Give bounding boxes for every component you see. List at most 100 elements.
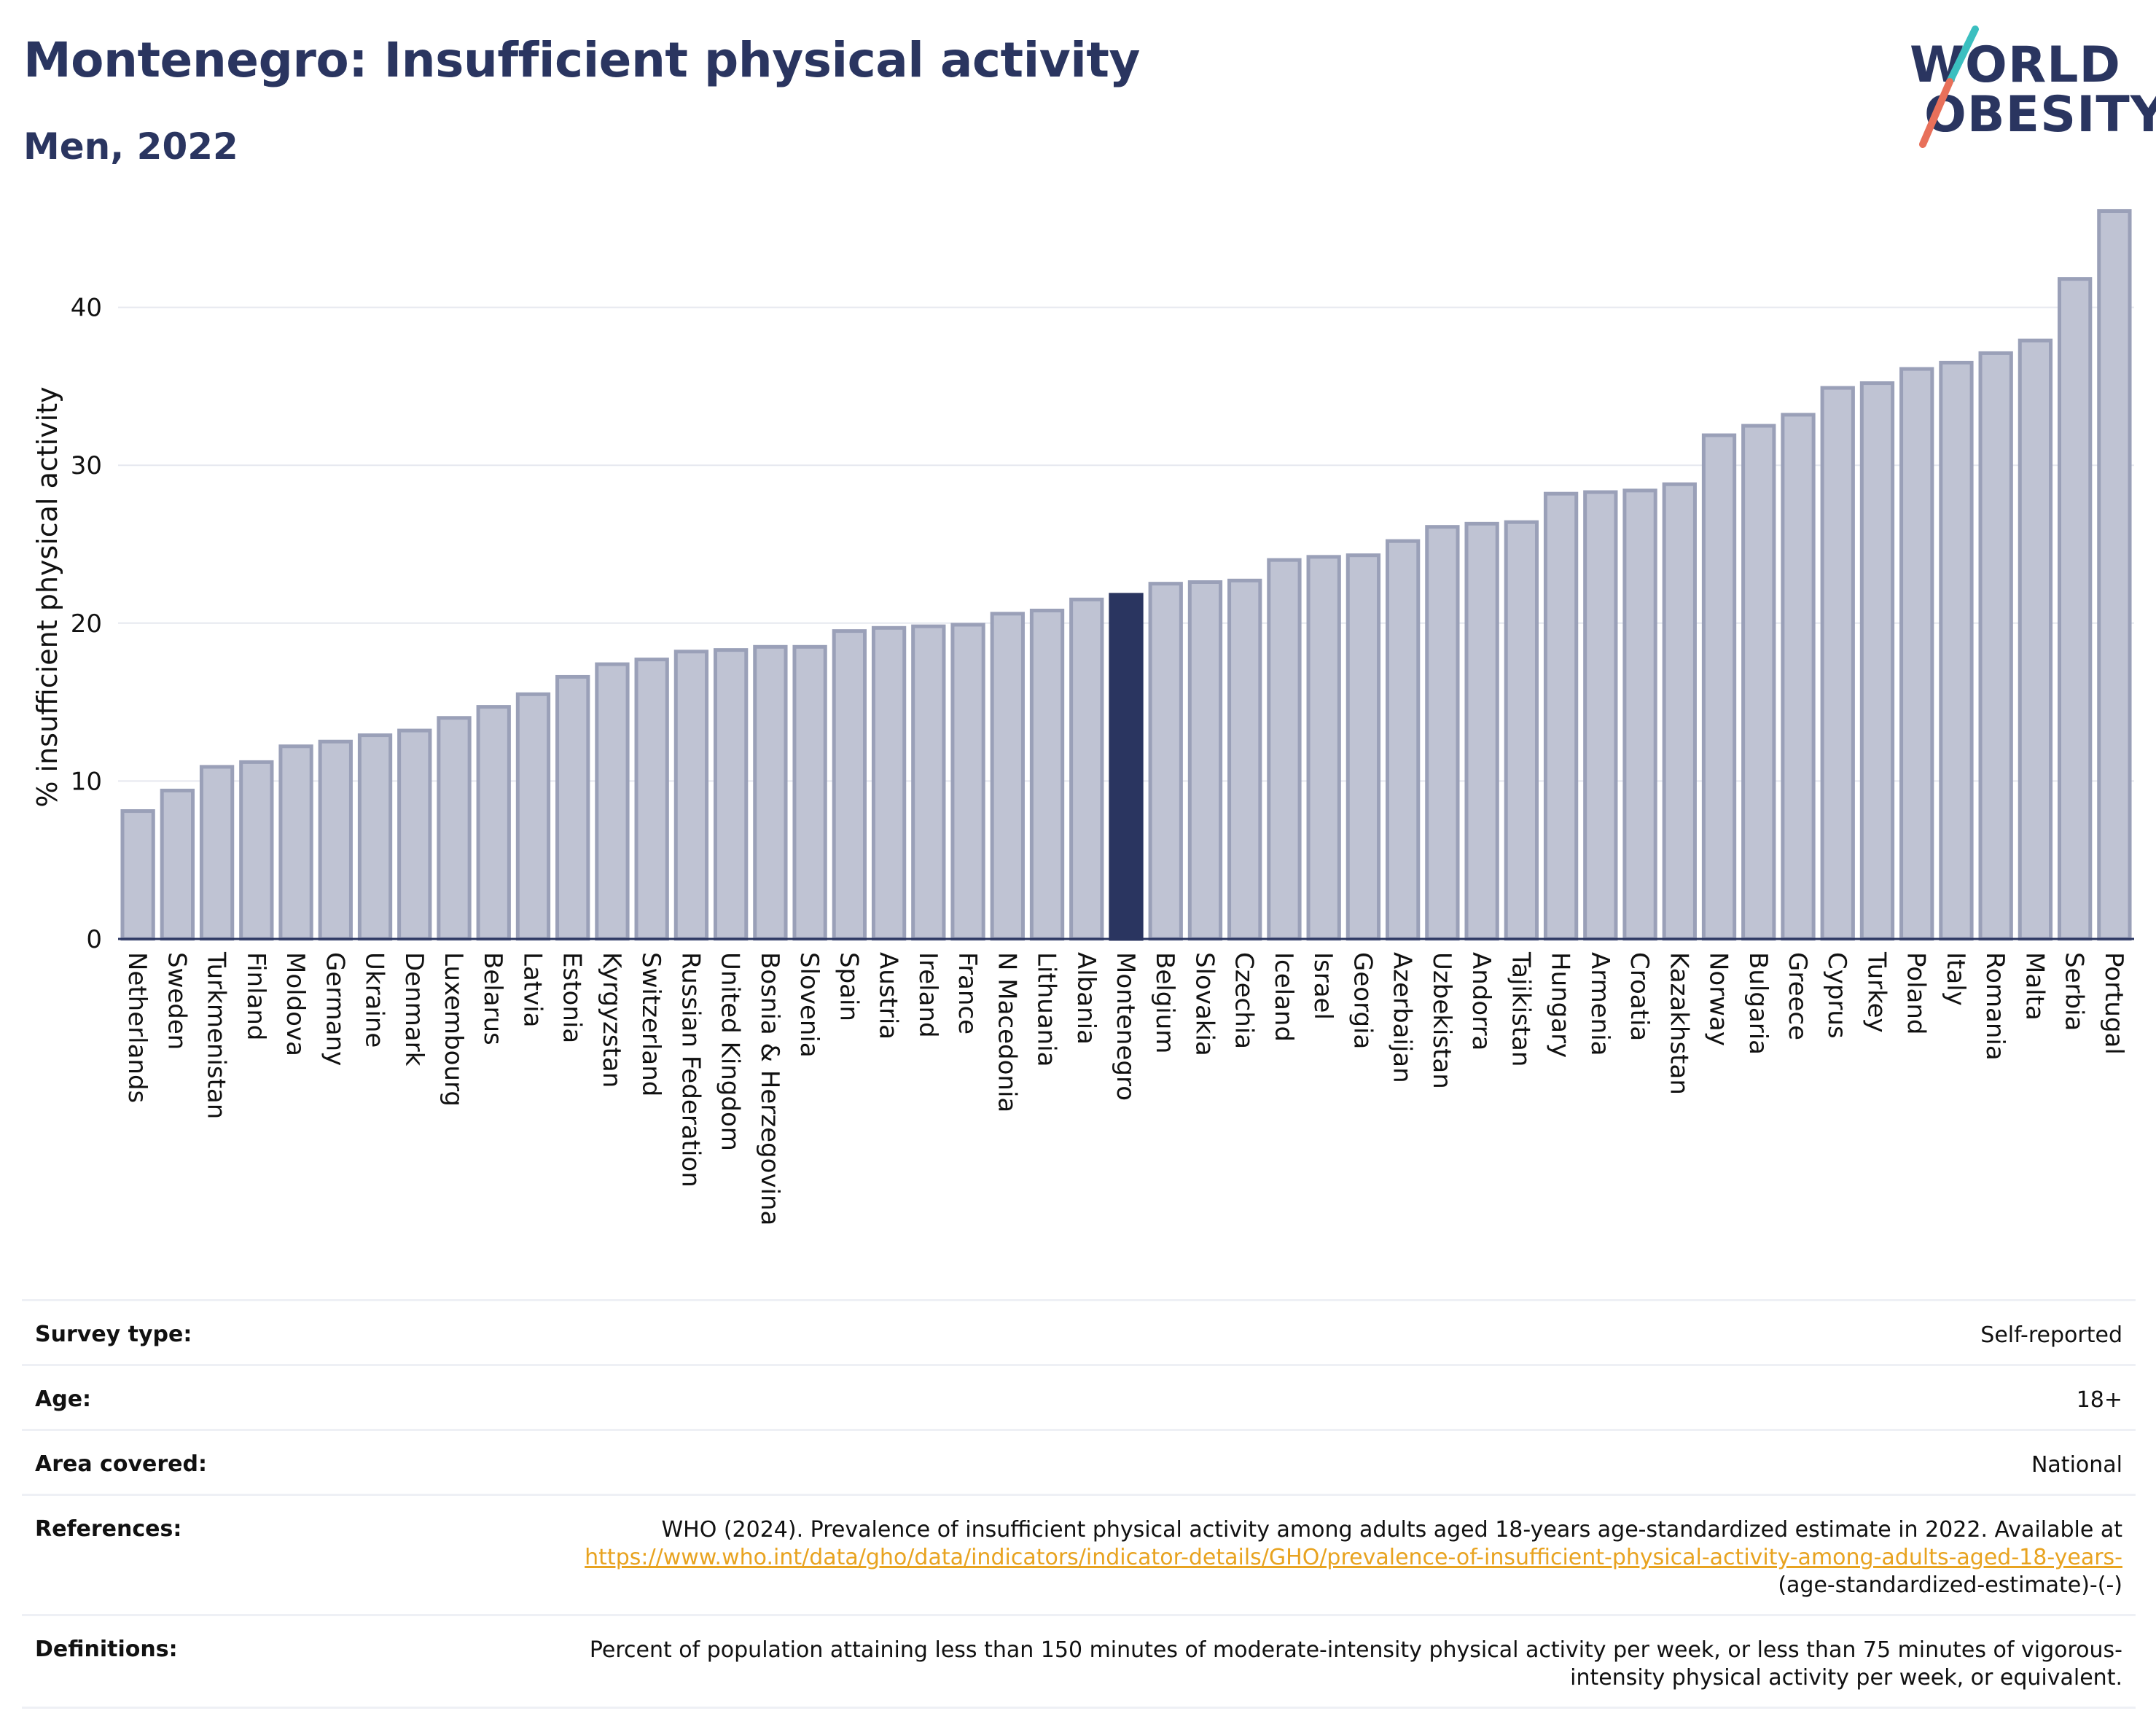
bar-croatia	[1622, 488, 1657, 941]
y-tick-label: 0	[86, 925, 102, 954]
x-tick-label: Italy	[1941, 952, 1970, 1006]
y-tick-label: 40	[71, 294, 102, 323]
x-tick-label: Russian Federation	[676, 952, 705, 1188]
bar-poland	[1899, 367, 1934, 941]
x-tick-label: Switzerland	[636, 952, 665, 1096]
x-tick-label: Israel	[1308, 952, 1337, 1020]
y-axis-label: % insufficient physical activity	[31, 386, 63, 807]
x-tick-label: Tajikistan	[1506, 951, 1535, 1067]
x-tick-label: N Macedonia	[992, 952, 1021, 1112]
meta-row-definitions: Definitions: Percent of population attai…	[22, 1614, 2136, 1709]
bar-serbia	[2057, 277, 2093, 941]
x-tick-label: Turkmenistan	[202, 951, 231, 1119]
x-tick-label: Hungary	[1546, 952, 1575, 1058]
bar-chart: 0 10 20 30 40 % insufficient physical activit…	[31, 208, 2134, 1225]
bar-armenia	[1583, 490, 1618, 941]
x-tick-label: Turkey	[1862, 951, 1891, 1033]
bar-portugal	[2097, 208, 2132, 941]
bar-moldova	[278, 744, 313, 941]
logo-slash-icon	[1919, 26, 1979, 148]
x-tick-label: Luxembourg	[439, 952, 468, 1107]
x-tick-label: Latvia	[517, 952, 547, 1028]
bar-austria	[871, 625, 907, 941]
bar-malta	[2018, 338, 2053, 941]
bar-albania	[1069, 597, 1104, 941]
bar-germany	[318, 739, 353, 941]
bar-united-kingdom	[713, 648, 749, 941]
x-tick-label: Poland	[1902, 952, 1931, 1035]
bar-greece	[1781, 413, 1816, 941]
x-tick-label: Ukraine	[360, 952, 389, 1048]
bar-hungary	[1543, 491, 1579, 941]
bar-spain	[832, 629, 867, 941]
x-tick-label: Finland	[241, 952, 270, 1041]
bar-belarus	[476, 705, 511, 941]
bar-belgium	[1148, 582, 1183, 941]
x-tick-label: Bosnia & Herzegovina	[755, 952, 784, 1225]
bar-france	[950, 623, 985, 941]
page-title: Montenegro: Insufficient physical activi…	[23, 32, 1140, 88]
bar-iceland	[1267, 558, 1302, 941]
x-tick-label: Denmark	[399, 952, 429, 1067]
y-tick-label: 10	[71, 767, 102, 796]
x-tick-label: Cyprus	[1822, 952, 1851, 1039]
bar-luxembourg	[437, 716, 472, 941]
meta-row-references: References: WHO (2024). Prevalence of in…	[22, 1494, 2136, 1614]
bar-sweden	[160, 788, 195, 941]
x-tick-label: Portugal	[2099, 952, 2128, 1055]
y-tick-label: 20	[71, 609, 102, 639]
bar-bosnia-herzegovina	[753, 644, 788, 941]
age-label: Age:	[35, 1387, 92, 1412]
x-tick-label: Andorra	[1466, 952, 1496, 1050]
x-tick-label: Azerbaijan	[1388, 952, 1417, 1083]
x-tick-label: Slovakia	[1190, 952, 1219, 1056]
references-link[interactable]: https://www.who.int/data/gho/data/indica…	[585, 1545, 2122, 1570]
meta-row-survey-type: Survey type: Self-reported	[22, 1299, 2136, 1364]
bar-uzbekistan	[1425, 525, 1460, 941]
bar-ukraine	[357, 733, 393, 941]
x-tick-label: France	[953, 952, 982, 1034]
x-tick-label: Czechia	[1230, 952, 1259, 1049]
x-tick-label: Ireland	[913, 952, 942, 1038]
x-tick-label: Kazakhstan	[1664, 952, 1693, 1095]
bar-tajikistan	[1504, 520, 1539, 941]
x-tick-label: Belarus	[478, 952, 507, 1045]
meta-row-area: Area covered: National	[22, 1429, 2136, 1494]
bar-romania	[1978, 351, 2013, 941]
area-value: National	[2031, 1452, 2122, 1478]
bar-italy	[1939, 360, 1974, 941]
bar-israel	[1306, 555, 1341, 941]
bar-n-macedonia	[990, 612, 1025, 941]
bar-slovakia	[1187, 580, 1223, 941]
bar-kyrgyzstan	[595, 662, 630, 941]
x-tick-label: Belgium	[1150, 952, 1179, 1053]
x-tick-label: Slovenia	[794, 952, 824, 1058]
definitions-label: Definitions:	[35, 1637, 178, 1662]
bar-azerbaijan	[1385, 539, 1421, 941]
x-tick-label: Bulgaria	[1743, 952, 1773, 1055]
x-tick-label: Georgia	[1348, 952, 1377, 1049]
bar-russian-federation	[673, 650, 709, 941]
bar-georgia	[1345, 553, 1381, 941]
references-value: WHO (2024). Prevalence of insufficient p…	[555, 1516, 2122, 1599]
metadata-table: Survey type: Self-reported Age: 18+ Area…	[22, 1299, 2136, 1709]
bar-cyprus	[1820, 386, 1855, 941]
meta-row-age: Age: 18+	[22, 1364, 2136, 1429]
area-label: Area covered:	[35, 1451, 207, 1477]
x-tick-label: Iceland	[1269, 952, 1298, 1042]
x-tick-label: Moldova	[281, 952, 310, 1056]
x-tick-label: Norway	[1704, 952, 1733, 1046]
x-tick-label: Croatia	[1625, 952, 1654, 1041]
x-tick-label: Netherlands	[122, 952, 152, 1103]
definitions-value: Percent of population attaining less tha…	[589, 1637, 2122, 1691]
age-value: 18+	[2076, 1387, 2122, 1413]
x-tick-label: Lithuania	[1032, 952, 1061, 1067]
x-tick-label: Germany	[320, 952, 349, 1066]
bar-turkey	[1859, 381, 1895, 941]
x-tick-label: Armenia	[1585, 952, 1614, 1056]
x-tick-label: Uzbekistan	[1427, 952, 1456, 1089]
bar-bulgaria	[1741, 424, 1776, 941]
x-tick-label: Montenegro	[1111, 952, 1140, 1101]
bar-montenegro	[1109, 593, 1144, 941]
bar-denmark	[397, 728, 432, 941]
